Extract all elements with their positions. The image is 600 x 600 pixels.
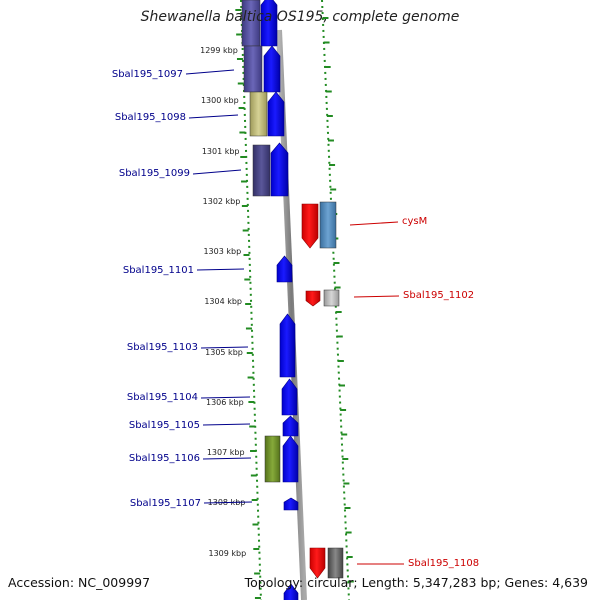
gene-label[interactable]: Sbal195_1102 xyxy=(403,290,474,301)
cds-reverse-arrow xyxy=(305,290,321,307)
gene-label[interactable]: cysM xyxy=(402,216,427,227)
cds-forward-arrow xyxy=(281,378,298,416)
gene-label-line xyxy=(353,295,400,298)
topology-text: Topology: circular; Length: 5,347,283 bp… xyxy=(244,575,588,590)
cog-box xyxy=(264,435,281,483)
gene-features xyxy=(241,0,344,600)
gene-label[interactable]: Sbal195_1097 xyxy=(112,69,183,80)
gene-label[interactable]: Sbal195_1105 xyxy=(129,420,200,431)
cds-forward-arrow xyxy=(260,0,278,47)
cds-forward-arrow xyxy=(279,313,296,378)
tick-label: 1306 kbp xyxy=(206,398,244,407)
gene-label-line xyxy=(202,457,252,460)
gene-label-line xyxy=(196,268,245,271)
tick-label: 1299 kbp xyxy=(200,46,238,55)
tick-label: 1309 kbp xyxy=(209,549,247,558)
cog-box xyxy=(323,289,340,307)
gene-label[interactable]: Sbal195_1098 xyxy=(115,112,186,123)
gene-label[interactable]: Sbal195_1107 xyxy=(130,498,201,509)
cog-box xyxy=(243,45,263,93)
gene-label-line xyxy=(192,169,242,175)
gene-label-line xyxy=(203,501,253,504)
cds-forward-arrow xyxy=(276,255,293,283)
cog-box xyxy=(327,547,344,579)
cds-forward-arrow xyxy=(282,415,299,437)
gene-label-lines xyxy=(185,69,404,565)
cds-reverse-arrow xyxy=(301,203,319,249)
gene-label-line xyxy=(200,346,249,349)
cog-box xyxy=(252,144,271,197)
tick-label: 1303 kbp xyxy=(203,247,241,256)
gene-label-line xyxy=(188,114,239,119)
cds-forward-arrow xyxy=(283,583,299,600)
cds-reverse-arrow xyxy=(309,547,326,579)
cds-forward-arrow xyxy=(267,91,285,137)
tick-labels: 1299 kbp 1300 kbp 1301 kbp 1302 kbp 1303 kbp… xyxy=(200,46,246,558)
gene-labels: Sbal195_1097 Sbal195_1098 Sbal195_1099 cysM… xyxy=(112,69,479,569)
map-title: Shewanella baltica OS195, complete genom… xyxy=(140,9,460,25)
tick-label: 1305 kbp xyxy=(205,348,243,357)
cog-box xyxy=(319,201,337,249)
gene-label-line xyxy=(200,396,251,399)
gene-label[interactable]: Sbal195_1104 xyxy=(127,392,198,403)
tick-label: 1307 kbp xyxy=(207,448,245,457)
gene-label[interactable]: Sbal195_1103 xyxy=(127,342,198,353)
cds-forward-arrow xyxy=(263,45,281,93)
gene-label-line xyxy=(202,423,251,426)
cds-forward-arrow xyxy=(270,142,289,197)
tick-label: 1304 kbp xyxy=(204,297,242,306)
gene-label[interactable]: Sbal195_1106 xyxy=(129,453,200,464)
gene-label-line xyxy=(185,69,235,75)
cds-forward-arrow xyxy=(282,435,299,483)
gene-label-line xyxy=(349,221,399,226)
tick-dot-column xyxy=(240,0,262,600)
tick-label: 1302 kbp xyxy=(203,197,241,206)
gene-label[interactable]: Sbal195_1099 xyxy=(119,168,190,179)
cog-box xyxy=(249,91,268,137)
gene-label[interactable]: Sbal195_1108 xyxy=(408,558,479,569)
tick-label: 1300 kbp xyxy=(201,96,239,105)
accession-text: Accession: NC_009997 xyxy=(8,575,151,590)
gene-label[interactable]: Sbal195_1101 xyxy=(123,265,194,276)
cds-forward-arrow xyxy=(283,497,299,511)
tick-label: 1301 kbp xyxy=(202,147,240,156)
